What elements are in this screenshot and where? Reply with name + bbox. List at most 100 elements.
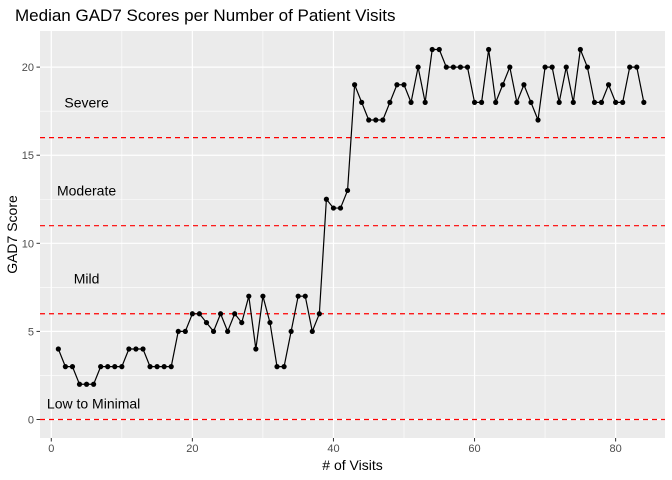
data-point [330, 205, 337, 211]
series-points-group [55, 46, 647, 387]
data-point [62, 364, 68, 370]
data-point [373, 117, 379, 123]
data-point [514, 99, 520, 105]
y-tick-label: 20 [22, 62, 34, 74]
data-point [274, 364, 280, 370]
data-point [408, 99, 414, 105]
data-point [302, 293, 308, 299]
x-tick-label: 20 [186, 443, 198, 455]
zone-label: Low to Minimal [47, 396, 140, 412]
data-point [182, 328, 188, 335]
data-point [295, 293, 301, 299]
data-point [380, 117, 386, 123]
data-point [387, 99, 393, 105]
data-point [344, 187, 351, 194]
data-point [217, 311, 224, 317]
data-point [415, 64, 421, 70]
data-point [133, 346, 139, 352]
y-tick-label: 10 [22, 238, 34, 250]
data-point [316, 311, 322, 317]
data-point [436, 46, 442, 53]
data-point [443, 64, 449, 70]
data-point [147, 364, 153, 370]
data-point [620, 99, 626, 105]
data-point [598, 99, 605, 105]
data-point [422, 99, 428, 105]
data-point [91, 381, 97, 387]
grid-minor [40, 31, 665, 438]
data-point [260, 293, 266, 299]
data-point [175, 328, 181, 335]
y-axis-ticks: 0 5 10 15 20 [22, 62, 40, 427]
data-point [359, 99, 365, 105]
data-point [450, 64, 456, 70]
data-point [535, 117, 541, 123]
data-point [281, 364, 287, 370]
data-point [323, 196, 329, 202]
zone-label: Severe [64, 94, 109, 110]
data-point [267, 319, 273, 326]
zone-label: Mild [74, 271, 100, 287]
data-point [140, 346, 146, 352]
data-point [486, 46, 492, 53]
data-point [55, 346, 61, 352]
data-point [478, 99, 485, 105]
data-point [225, 328, 231, 335]
data-point [577, 46, 583, 53]
data-point [239, 319, 245, 326]
data-point [189, 311, 195, 317]
x-axis-ticks: 0 20 40 60 80 [48, 438, 622, 455]
data-point [521, 82, 527, 88]
y-tick-label: 15 [22, 150, 34, 162]
data-point [429, 46, 435, 53]
x-tick-label: 0 [48, 443, 54, 455]
data-point [246, 293, 252, 299]
data-point [126, 346, 132, 352]
data-point [613, 99, 619, 105]
data-point [76, 381, 83, 387]
zone-labels: Severe Moderate Mild Low to Minimal [47, 94, 140, 411]
data-point [168, 364, 174, 370]
data-point [563, 64, 569, 70]
data-point [352, 82, 358, 88]
data-point [471, 99, 478, 105]
data-point [288, 328, 294, 335]
data-point [203, 319, 210, 326]
data-point [464, 64, 471, 70]
data-point [309, 328, 315, 335]
data-point [196, 311, 203, 317]
data-point [584, 64, 591, 70]
data-point [591, 99, 598, 105]
data-point [232, 311, 238, 317]
data-point [493, 99, 499, 105]
data-point [69, 364, 76, 370]
data-point [394, 82, 400, 88]
x-axis-label: # of Visits [322, 457, 382, 473]
x-tick-label: 80 [609, 443, 621, 455]
data-point [500, 82, 506, 88]
data-point [98, 364, 104, 370]
data-point [105, 364, 111, 370]
chart-title: Median GAD7 Scores per Number of Patient… [15, 6, 395, 25]
data-point [634, 64, 640, 70]
data-point [337, 205, 344, 211]
data-point [83, 381, 90, 387]
plot-panel [40, 31, 665, 438]
x-tick-label: 60 [468, 443, 480, 455]
data-point [605, 82, 612, 88]
zone-label: Moderate [57, 182, 116, 198]
y-tick-label: 0 [28, 415, 34, 427]
data-point [119, 364, 125, 370]
data-point [253, 346, 259, 352]
data-point [549, 64, 555, 70]
data-point [528, 99, 534, 105]
data-point [556, 99, 562, 105]
data-point [401, 82, 407, 88]
data-point [210, 328, 217, 335]
data-point [161, 364, 167, 370]
data-point [366, 117, 372, 123]
y-tick-label: 5 [28, 326, 34, 338]
data-point [112, 364, 118, 370]
grid-major [40, 31, 665, 438]
